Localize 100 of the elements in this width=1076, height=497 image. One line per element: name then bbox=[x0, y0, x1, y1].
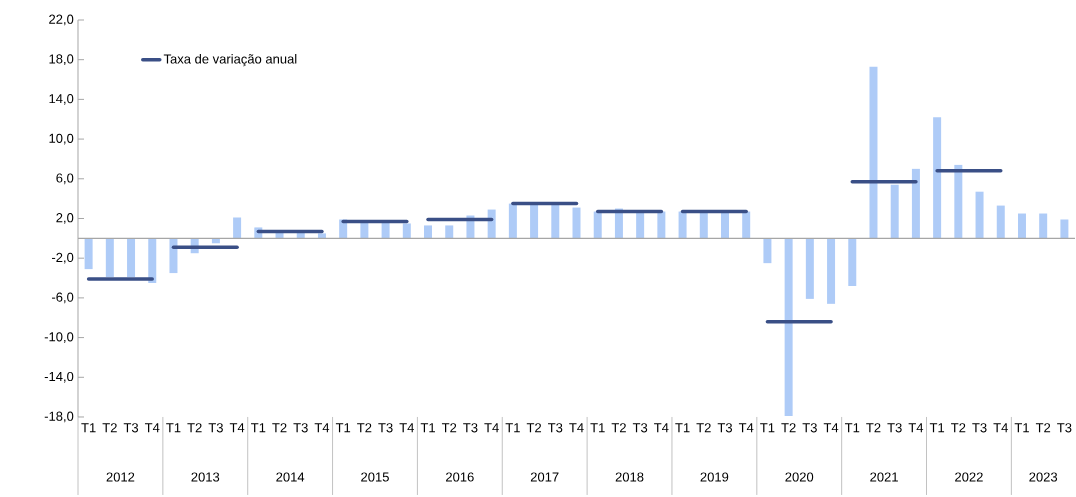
text: 2014 bbox=[276, 472, 305, 482]
bar bbox=[1017, 213, 1026, 239]
x-tick-label: T4 bbox=[399, 423, 415, 433]
bar bbox=[105, 238, 114, 278]
y-tick-label: 6,0 bbox=[56, 173, 74, 185]
bar bbox=[869, 66, 878, 239]
bar bbox=[551, 203, 560, 239]
x-tick-label: T1 bbox=[675, 423, 690, 433]
y-tick-label: -2,0 bbox=[51, 252, 74, 264]
text: 2023 bbox=[1029, 472, 1058, 482]
bar bbox=[911, 168, 920, 239]
y-tick-label: 18,0 bbox=[49, 54, 74, 66]
bar bbox=[1039, 213, 1048, 239]
text: 2017 bbox=[530, 472, 559, 482]
x-tick-label: T1 bbox=[844, 423, 860, 433]
x-tick-label: T1 bbox=[760, 423, 775, 433]
text: 2021 bbox=[870, 472, 898, 482]
text: 2012 bbox=[106, 472, 135, 482]
x-tick-label: T2 bbox=[866, 423, 881, 433]
x-tick-label: T3 bbox=[1057, 423, 1072, 433]
bar bbox=[487, 209, 496, 239]
x-tick-label: T3 bbox=[972, 423, 987, 433]
text: 2013 bbox=[191, 472, 220, 482]
bar bbox=[848, 238, 857, 286]
bar bbox=[721, 211, 729, 239]
bar bbox=[763, 238, 772, 264]
x-tick-label: T2 bbox=[951, 423, 966, 433]
bar bbox=[805, 238, 814, 299]
y-tick-label: -18,0 bbox=[44, 411, 74, 423]
x-tick-label: T1 bbox=[335, 423, 351, 433]
x-tick-label: T4 bbox=[144, 423, 160, 433]
x-tick-label: T3 bbox=[802, 423, 817, 433]
x-tick-label: T3 bbox=[463, 423, 478, 433]
x-tick-label: T1 bbox=[505, 423, 520, 433]
x-tick-label: T3 bbox=[378, 423, 393, 433]
x-tick-label: T2 bbox=[696, 423, 711, 433]
x-tick-label: T3 bbox=[632, 423, 648, 433]
x-tick-label: T1 bbox=[590, 423, 605, 433]
bar bbox=[954, 164, 963, 239]
x-tick-label: T3 bbox=[208, 423, 223, 433]
bar bbox=[933, 117, 942, 239]
x-tick-label: T2 bbox=[441, 423, 457, 433]
text: 2018 bbox=[615, 472, 644, 482]
x-tick-label: T3 bbox=[887, 423, 902, 433]
x-tick-label: T3 bbox=[717, 423, 733, 433]
bar bbox=[84, 238, 93, 270]
x-tick-label: T2 bbox=[357, 423, 372, 433]
bar bbox=[890, 184, 899, 239]
x-tick-label: T1 bbox=[81, 423, 96, 433]
bar bbox=[424, 225, 433, 239]
text: 2016 bbox=[446, 472, 474, 482]
text: 2015 bbox=[361, 472, 389, 482]
bar bbox=[148, 238, 157, 283]
x-tick-label: T4 bbox=[823, 423, 839, 433]
x-tick-label: T2 bbox=[1035, 423, 1051, 433]
y-tick-label: -14,0 bbox=[44, 371, 74, 383]
text: 2019 bbox=[700, 472, 729, 482]
bar bbox=[445, 225, 454, 239]
bar bbox=[975, 191, 984, 239]
x-tick-label: T1 bbox=[251, 423, 266, 433]
x-tick-label: T2 bbox=[781, 423, 796, 433]
bar bbox=[784, 238, 793, 416]
x-tick-label: T2 bbox=[611, 423, 626, 433]
bar bbox=[169, 238, 178, 274]
bar bbox=[593, 211, 602, 239]
y-tick-label: 14,0 bbox=[49, 94, 74, 105]
bar bbox=[827, 238, 836, 304]
bar bbox=[996, 205, 1005, 239]
x-tick-label: T3 bbox=[293, 423, 308, 433]
bar bbox=[699, 212, 708, 239]
x-tick-label: T4 bbox=[908, 423, 924, 433]
text: 2022 bbox=[955, 472, 983, 482]
x-tick-label: T3 bbox=[548, 423, 563, 433]
x-tick-label: T4 bbox=[654, 423, 669, 433]
bar bbox=[657, 211, 666, 239]
x-tick-label: T1 bbox=[420, 423, 435, 433]
y-tick-label: 10,0 bbox=[49, 133, 74, 145]
bar bbox=[1060, 219, 1069, 239]
legend-label: Taxa de variação anual bbox=[163, 54, 297, 67]
x-tick-label: T1 bbox=[166, 423, 181, 433]
bar bbox=[742, 211, 751, 239]
bar bbox=[127, 238, 136, 278]
x-tick-label: T1 bbox=[1014, 423, 1029, 433]
x-tick-label: T1 bbox=[929, 423, 945, 433]
x-tick-label: T2 bbox=[272, 423, 287, 433]
x-tick-label: T4 bbox=[314, 423, 330, 433]
x-tick-label: T2 bbox=[187, 423, 202, 433]
y-tick-label: -6,0 bbox=[51, 292, 74, 304]
x-tick-label: T4 bbox=[738, 423, 754, 433]
y-tick-label: -10,0 bbox=[44, 332, 74, 343]
bar bbox=[572, 207, 581, 239]
x-tick-label: T4 bbox=[229, 423, 245, 433]
text: 2020 bbox=[785, 472, 814, 482]
bar bbox=[678, 211, 687, 239]
bar bbox=[233, 217, 242, 239]
bar bbox=[402, 223, 411, 239]
x-tick-label: T4 bbox=[993, 423, 1008, 433]
x-tick-label: T3 bbox=[123, 423, 139, 433]
x-tick-label: T2 bbox=[102, 423, 117, 433]
x-tick-label: T4 bbox=[569, 423, 584, 433]
